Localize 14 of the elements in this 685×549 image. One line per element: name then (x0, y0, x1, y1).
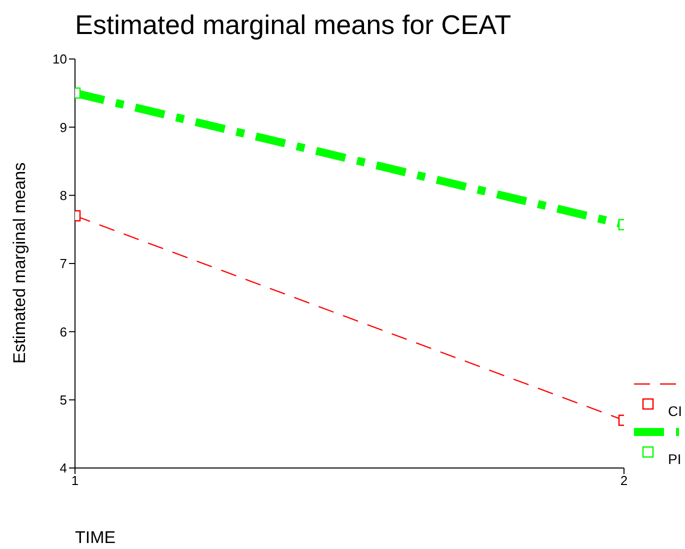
y-tick-label: 5 (60, 392, 67, 408)
x-axis-title: TIME (75, 528, 116, 548)
y-tick-label: 10 (52, 52, 67, 67)
chart-title: Estimated marginal means for CEAT (75, 10, 512, 41)
y-axis-title: Estimated marginal means (10, 162, 30, 364)
legend-label: CI (668, 403, 682, 419)
y-tick-label: 6 (60, 324, 67, 340)
x-tick-label: 1 (71, 473, 79, 488)
legend-label: PI (668, 451, 682, 467)
y-tick-label: 4 (60, 460, 67, 476)
y-tick-label: 7 (60, 256, 67, 272)
x-tick-label: 2 (620, 473, 628, 488)
y-tick-label: 9 (60, 120, 67, 135)
y-tick-label: 8 (60, 188, 67, 203)
